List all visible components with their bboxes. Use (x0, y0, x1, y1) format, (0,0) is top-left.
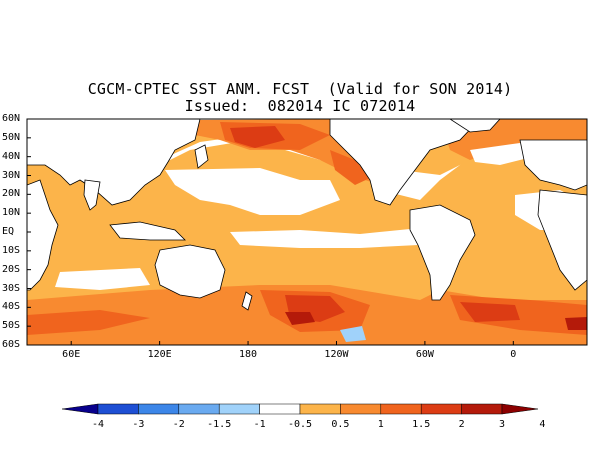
land-indonesia (109, 221, 186, 241)
anomaly-region-2to3 (230, 126, 285, 148)
land-new-zealand (241, 291, 253, 311)
land-north-america (329, 119, 481, 206)
colorbar-swatch (97, 403, 139, 415)
lat-tick-label: 30S (2, 282, 21, 294)
neutral-region (165, 168, 340, 215)
lat-tick-label: 10N (2, 207, 21, 219)
lat-tick-label: 50S (2, 320, 21, 332)
colorbar-swatch (340, 403, 382, 415)
coastlines (27, 119, 587, 311)
colorbar-swatch (380, 403, 422, 415)
anomaly-region-neg (340, 326, 366, 342)
lat-tick-label: 20N (2, 188, 21, 200)
lon-tick-label: 0 (510, 349, 517, 360)
land-australia (154, 244, 226, 299)
colorbar-tick-label: -4 (91, 419, 105, 430)
lat-tick-label: EQ (2, 226, 15, 237)
colorbar-swatch (178, 403, 220, 415)
colorbar-tick-label: -0.5 (287, 419, 313, 430)
colorbar-swatch (138, 403, 180, 415)
colorbar-tick-label: -3 (132, 419, 145, 430)
colorbar-tick-label: 0.5 (331, 419, 350, 430)
colorbar-tick-label: 1.5 (412, 419, 431, 430)
anomaly-region-2to3 (460, 302, 520, 322)
land-africa-east (537, 189, 587, 291)
lon-tick-label: 120E (147, 349, 172, 360)
colorbar-tick-label: -1 (253, 419, 266, 430)
colorbar-tick-label: 4 (539, 419, 546, 430)
lon-tick-label: 120W (324, 349, 349, 360)
colorbar-tick-label: 2 (458, 419, 465, 430)
neutral-region (230, 228, 420, 248)
axis-ticks (27, 118, 514, 346)
anomaly-region-1p5to2 (330, 150, 370, 185)
lat-tick-label: 30N (2, 169, 21, 181)
colorbar-min-arrow (61, 403, 99, 415)
colorbar-swatch (218, 403, 260, 415)
colorbar-tick-label: 3 (498, 419, 506, 430)
lon-tick-label: 60W (415, 349, 434, 360)
lat-tick-label: 20S (2, 263, 21, 275)
colorbar-swatch (461, 403, 503, 415)
lat-tick-label: 10S (2, 244, 21, 256)
colorbar-max-arrow (501, 403, 539, 415)
land-europe (519, 139, 587, 191)
colorbar (61, 403, 539, 415)
colorbar-tick-label: 1 (377, 419, 384, 430)
lon-tick-label: 60E (62, 349, 81, 360)
anomaly-region-1p5to2 (27, 310, 150, 335)
lat-tick-label: 60S (2, 339, 21, 350)
land-africa (27, 179, 59, 291)
land-japan (194, 144, 209, 169)
land-south-america (409, 204, 476, 301)
colorbar-swatch (259, 403, 301, 415)
lat-tick-label: 40S (2, 301, 21, 313)
neutral-region (55, 268, 150, 290)
issued-subtitle: Issued: 082014 IC 072014 (184, 97, 416, 115)
colorbar-swatch (299, 403, 341, 415)
lat-tick-label: 40N (2, 150, 21, 162)
lat-tick-label: 50N (2, 131, 21, 143)
lon-tick-label: 180 (239, 349, 258, 360)
land-eurasia (27, 119, 201, 206)
land-greenland (449, 119, 501, 133)
anomaly-region-3to4 (565, 317, 587, 330)
colorbar-tick-label: -1.5 (207, 419, 232, 430)
land-india (83, 179, 101, 211)
colorbar-swatch (420, 403, 462, 415)
colorbar-tick-label: -2 (172, 419, 185, 430)
anomaly-region-3to4 (285, 312, 315, 325)
lat-tick-label: 60N (2, 113, 21, 124)
chart-title: CGCM-CPTEC SST ANM. FCST (Valid for SON … (87, 80, 513, 98)
